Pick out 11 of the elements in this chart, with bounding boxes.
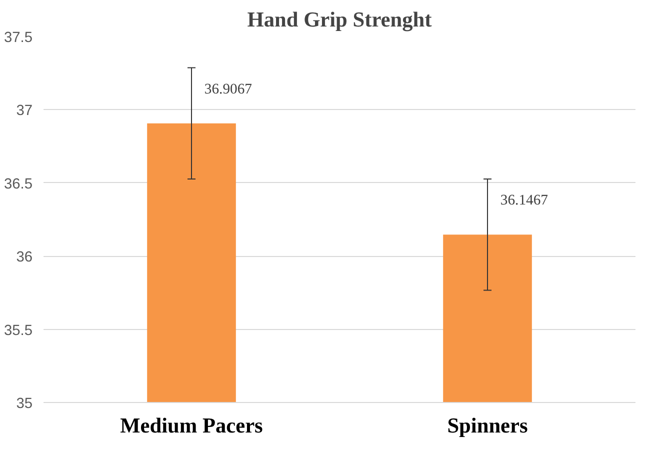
y-tick-label: 37.5 [4, 30, 33, 46]
y-tick-label: 36.5 [4, 176, 33, 192]
chart-title: Hand Grip Strenght [247, 8, 433, 32]
data-label: 36.1467 [500, 192, 548, 209]
y-tick-label: 35 [16, 396, 33, 412]
x-tick-label: Spinners [447, 414, 528, 438]
y-tick-label: 35.5 [4, 322, 33, 339]
y-tick-label: 36 [16, 250, 33, 266]
y-tick-label: 37 [16, 103, 33, 120]
x-tick-label: Medium Pacers [120, 414, 263, 438]
data-label: 36.9067 [204, 81, 252, 98]
